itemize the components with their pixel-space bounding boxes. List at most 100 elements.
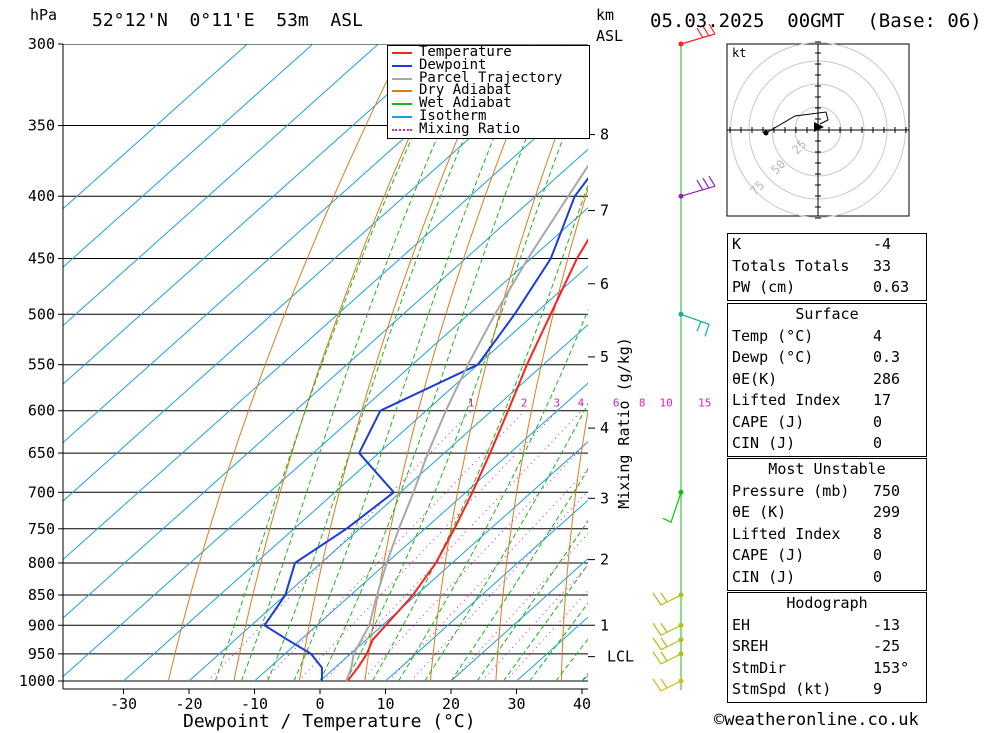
km-tick-label: 2 xyxy=(600,551,609,569)
copyright-footer: ©weatheronline.co.uk xyxy=(714,710,919,730)
x-tick-label: 40 xyxy=(573,695,591,713)
mixing-ratio-value-label: 2 xyxy=(521,397,528,410)
legend-swatch xyxy=(392,128,412,131)
surface-value: 17 xyxy=(873,391,892,409)
y-tick-label: 950 xyxy=(28,645,55,663)
legend-swatch xyxy=(392,77,412,80)
asl-label: ASL xyxy=(596,27,624,45)
mixing-ratio-value-label: 15 xyxy=(698,397,711,410)
surface-row: Temp (°C) 4 xyxy=(728,326,926,348)
isotherm-line xyxy=(63,148,588,619)
x-tick-label: -10 xyxy=(241,695,268,713)
y-tick-label: 550 xyxy=(28,356,55,374)
legend-label: Mixing Ratio xyxy=(419,120,521,137)
hodograph-stat-row: EH -13 xyxy=(728,615,926,637)
y-tick-label: 750 xyxy=(28,520,55,538)
legend-item: Dewpoint xyxy=(388,58,589,72)
surface-label: CAPE (J) xyxy=(732,412,805,431)
legend-label: Parcel Trajectory xyxy=(419,69,563,86)
mixing-ratio-line xyxy=(263,410,526,682)
surface-label: CIN (J) xyxy=(732,434,796,452)
y-tick-label: 850 xyxy=(28,586,55,604)
isotherm-line xyxy=(188,324,588,682)
most-unstable-row: Lifted Index 8 xyxy=(728,524,926,546)
most-unstable-label: Pressure (mb) xyxy=(732,481,850,500)
dry-adiabat-line xyxy=(560,408,588,682)
parcel-trajectory-line xyxy=(345,164,588,682)
isotherm-line xyxy=(123,265,588,682)
pressure-unit-label: hPa xyxy=(30,6,58,24)
legend-swatch xyxy=(392,90,412,93)
legend-label: Wet Adiabat xyxy=(419,95,512,112)
x-axis-label: Dewpoint / Temperature (°C) xyxy=(183,711,476,732)
mixing-ratio-value-label: 4 xyxy=(578,397,585,410)
isotherm-line xyxy=(63,44,510,444)
dry-adiabat-line xyxy=(233,44,452,682)
dry-adiabat-line xyxy=(627,44,730,681)
x-tick-label: -20 xyxy=(175,695,202,713)
most-unstable-row: CAPE (J) 0 xyxy=(728,545,926,567)
surface-row: Lifted Index 17 xyxy=(728,390,926,412)
hodograph-stat-row: SREH -25 xyxy=(728,636,926,658)
km-tick-label: 5 xyxy=(600,348,609,366)
y-tick-label: 300 xyxy=(28,35,55,53)
surface-panel: Surface Temp (°C) 4 Dewp (°C) 0.3 θE(K) 286 Li… xyxy=(727,303,927,457)
hodograph-stats-panel: Hodograph EH -13 SREH -25 StmDir 153° StmSpd (… xyxy=(727,592,927,703)
mixing-ratio-value-label: 1 xyxy=(468,397,475,410)
legend-swatch xyxy=(392,52,412,54)
wind-barb xyxy=(662,492,682,524)
wet-adiabat-line xyxy=(398,308,588,682)
isotherm-line xyxy=(254,382,588,682)
legend-label: Isotherm xyxy=(419,107,487,124)
isotherm-line xyxy=(63,207,588,678)
wet-adiabat-line xyxy=(214,44,456,682)
surface-value: 0 xyxy=(873,434,883,452)
surface-value: 4 xyxy=(873,326,883,345)
dry-adiabat-line xyxy=(364,44,545,682)
surface-row: CAPE (J) 0 xyxy=(728,412,926,434)
wet-adiabat-line xyxy=(371,183,588,682)
indices-panel: K -4 Totals Totals 33 PW (cm) 0.63 xyxy=(727,233,927,301)
km-tick-label: 4 xyxy=(600,419,609,437)
most-unstable-row: CIN (J) 0 xyxy=(728,567,926,589)
dry-adiabat-line xyxy=(983,44,1000,681)
temperature-line xyxy=(346,238,588,682)
wet-adiabat-line xyxy=(476,519,588,682)
x-tick-label: 0 xyxy=(315,695,324,713)
surface-row: Dewp (°C) 0.3 xyxy=(728,347,926,369)
most-unstable-value: 8 xyxy=(873,524,883,543)
dry-adiabat-line xyxy=(495,187,588,682)
most-unstable-title: Most Unstable xyxy=(768,460,886,478)
mixing-ratio-line xyxy=(388,468,588,682)
surface-label: Lifted Index xyxy=(732,391,841,409)
legend-label: Dry Adiabat xyxy=(419,82,512,99)
legend-item: Mixing Ratio xyxy=(388,120,589,137)
km-label: km xyxy=(596,6,615,24)
surface-value: 0 xyxy=(873,412,883,431)
wind-barb xyxy=(652,637,682,651)
y-tick-label: 700 xyxy=(28,483,55,501)
legend-label: Temperature xyxy=(419,44,512,60)
chart-legend: Temperature Dewpoint Parcel Trajectory Dry … xyxy=(387,45,590,139)
dewpoint-line xyxy=(263,176,588,682)
legend-item: Temperature xyxy=(388,44,589,60)
dry-adiabat-line xyxy=(928,44,962,681)
most-unstable-value: 750 xyxy=(873,481,901,500)
wet-adiabat-line xyxy=(345,71,588,682)
mixing-ratio-axis-label: Mixing Ratio (g/kg) xyxy=(615,337,633,509)
wind-barb xyxy=(680,23,716,45)
wet-adiabat-line xyxy=(502,563,588,682)
storm-motion-marker xyxy=(814,122,824,132)
mixing-ratio-value-label: 8 xyxy=(639,397,646,410)
hodograph-stat-value: -25 xyxy=(873,637,901,655)
km-tick-label: 8 xyxy=(600,126,609,144)
most-unstable-value: 0 xyxy=(873,546,883,564)
pw-label: PW (cm) xyxy=(732,278,796,296)
km-tick-label: 7 xyxy=(600,202,609,220)
km-tick-label: 6 xyxy=(600,275,609,293)
km-tick-label: LCL xyxy=(607,648,634,666)
surface-title: Surface xyxy=(795,305,859,323)
most-unstable-row: θE (K) 299 xyxy=(728,502,926,524)
legend-item: Parcel Trajectory xyxy=(388,69,589,86)
